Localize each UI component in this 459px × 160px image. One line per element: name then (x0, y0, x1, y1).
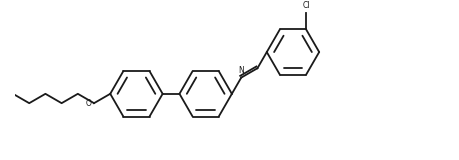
Text: N: N (238, 66, 244, 75)
Text: O: O (85, 99, 91, 108)
Text: Cl: Cl (302, 1, 309, 10)
